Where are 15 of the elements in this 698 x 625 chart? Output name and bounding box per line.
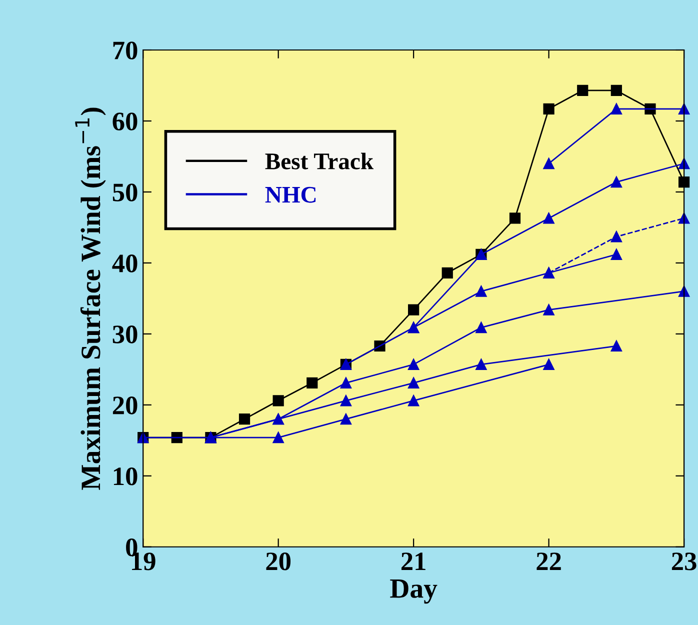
x-axis-title: Day	[390, 579, 438, 604]
x-tick-label: 23	[672, 552, 696, 570]
x-tick-label: 21	[401, 552, 426, 570]
y-tick-label: 50	[112, 184, 138, 202]
y-tick-label: 30	[112, 326, 138, 344]
x-tick-label: 22	[536, 552, 561, 570]
legend-label: Best Track	[265, 152, 374, 170]
y-tick-label: 10	[114, 468, 138, 486]
y-axis-title: Maximum Surface Wind (ms$^{−1}$)	[75, 108, 106, 490]
y-tick-label: 60	[112, 112, 138, 130]
x-tick-label: 20	[266, 552, 291, 570]
y-tick-label: 40	[112, 254, 138, 272]
legend-label: NHC	[265, 186, 316, 203]
y-tick-label: 70	[113, 42, 138, 60]
y-tick-label: 20	[112, 396, 138, 414]
